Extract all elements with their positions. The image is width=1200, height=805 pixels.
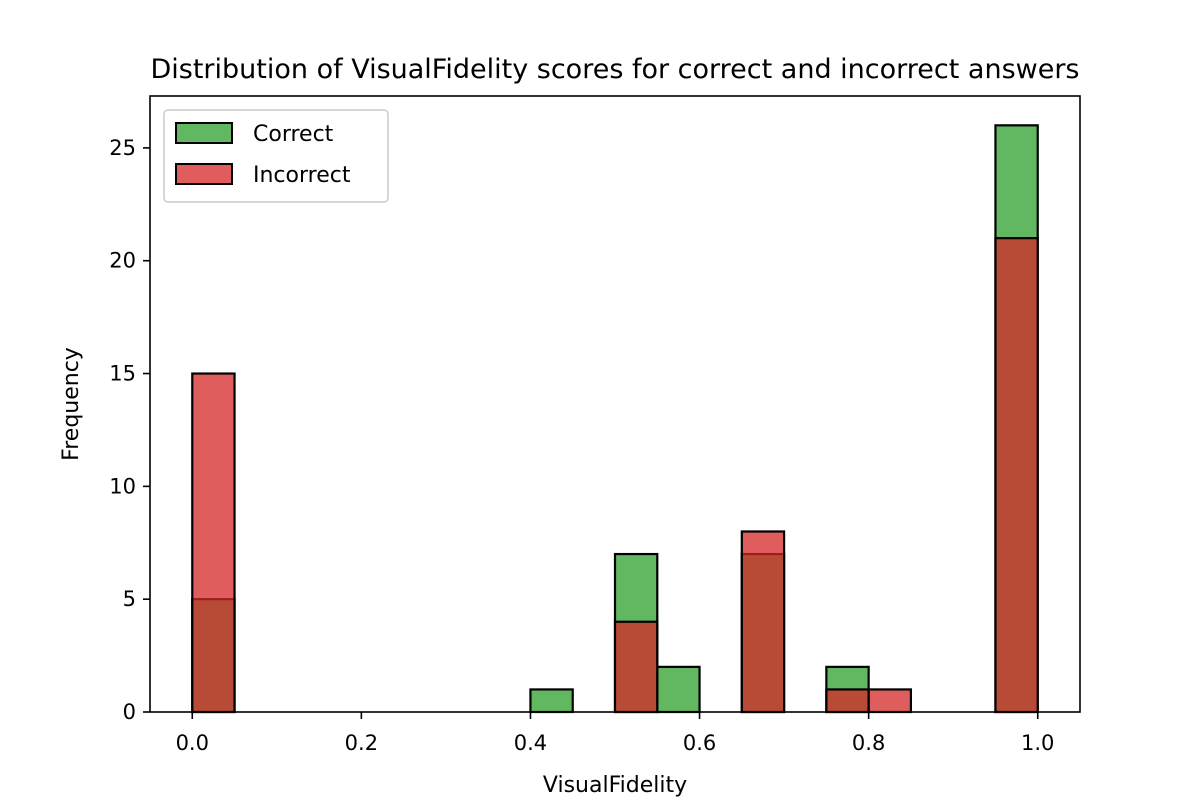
x-tick-label: 0.0 [176, 731, 209, 755]
legend-swatch-correct [175, 122, 233, 144]
x-tick-label: 0.8 [852, 731, 885, 755]
chart-title: Distribution of VisualFidelity scores fo… [150, 54, 1079, 85]
axes-layer: 0.0 0.2 0.4 0.6 0.8 1.0 0 5 10 15 20 25 [109, 95, 1081, 755]
legend-swatch-incorrect [175, 163, 233, 185]
y-tick-label: 20 [109, 249, 136, 273]
bars-layer [191, 124, 1039, 714]
x-tick-label: 0.2 [345, 731, 378, 755]
bar-incorrect-0.80 [867, 688, 913, 714]
legend-label-incorrect: Incorrect [253, 163, 351, 188]
bar-incorrect-0.75 [825, 688, 870, 714]
y-axis-label: Frequency [59, 347, 84, 461]
bar-correct-0.55 [656, 665, 701, 714]
legend-label-correct: Correct [253, 122, 334, 147]
x-axis-label: VisualFidelity [543, 773, 687, 798]
x-tick-label: 1.0 [1021, 731, 1054, 755]
bar-incorrect-0.95 [994, 237, 1039, 714]
y-tick-label: 15 [109, 362, 136, 386]
y-tick-label: 0 [123, 700, 136, 724]
axes-frame [149, 95, 1081, 713]
bar-correct-0.40 [529, 688, 574, 714]
x-tick-label: 0.6 [683, 731, 716, 755]
bar-incorrect-0.65 [740, 530, 786, 714]
legend: Correct Incorrect [163, 109, 389, 203]
y-tick-label: 25 [109, 136, 136, 160]
x-tick-label: 0.4 [514, 731, 547, 755]
bar-incorrect-0.00 [191, 372, 236, 714]
y-tick-label: 10 [109, 474, 136, 498]
bar-incorrect-0.50 [613, 620, 659, 714]
y-tick-label: 5 [123, 587, 136, 611]
